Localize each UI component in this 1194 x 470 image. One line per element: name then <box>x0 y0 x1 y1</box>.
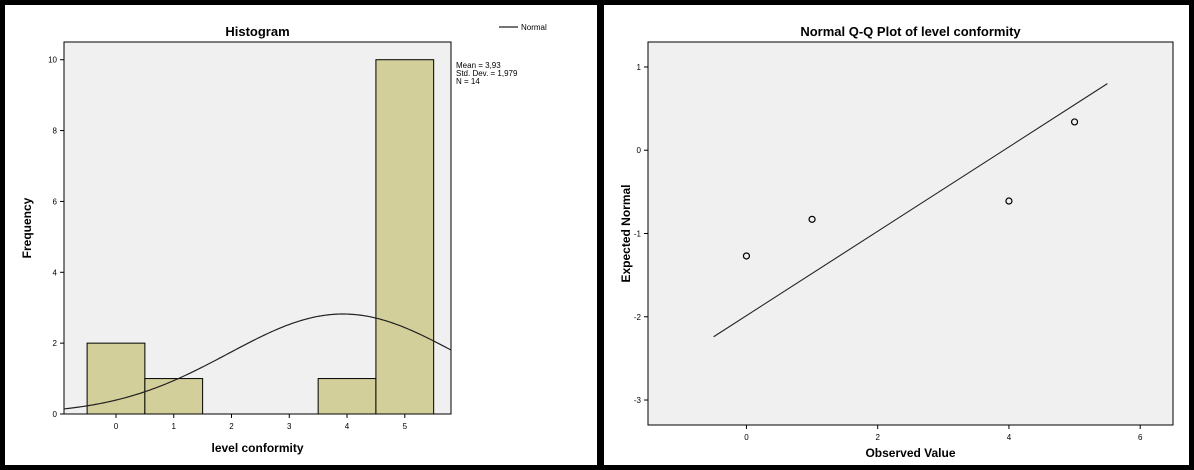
qq-point <box>1070 118 1079 126</box>
histogram-bar <box>375 59 435 415</box>
x-tick-label: 3 <box>287 422 292 431</box>
histogram-title: Histogram <box>225 24 289 39</box>
x-tick-label: 4 <box>1007 433 1012 442</box>
x-tick-label: 4 <box>345 422 350 431</box>
qq-plot-title: Normal Q-Q Plot of level conformity <box>800 24 1021 39</box>
histogram-bar <box>317 378 377 415</box>
histogram-bar <box>144 378 204 415</box>
histogram-stats: Mean = 3,93 Std. Dev. = 1,979 N = 14 <box>456 61 518 86</box>
y-tick-label: 0 <box>637 146 642 155</box>
y-tick-label: 4 <box>53 268 58 277</box>
qq-point <box>742 252 751 260</box>
qq-reference-line <box>713 83 1108 338</box>
x-tick-label: 1 <box>172 422 177 431</box>
qq-plot-panel: 0 2 4 6 -3 -2 -1 0 1 Normal Q-Q Plot of level co… <box>604 5 1189 465</box>
stat-std-dev: Std. Dev. = 1,979 <box>456 69 518 78</box>
stat-mean: Mean = 3,93 <box>456 61 501 70</box>
x-tick-label: 6 <box>1138 433 1143 442</box>
x-tick-label: 5 <box>403 422 408 431</box>
qq-plot-chart: 0 2 4 6 -3 -2 -1 0 1 Normal Q-Q Plot of level co… <box>619 24 1174 460</box>
x-tick-label: 0 <box>114 422 119 431</box>
histogram-panel: 0 1 2 3 4 5 0 2 4 6 8 10 Histogram level conformity… <box>5 5 597 465</box>
histogram-legend: Normal <box>499 23 547 32</box>
qq-plot-area <box>647 41 1174 426</box>
qq-point <box>1005 197 1013 205</box>
x-tick-label: 2 <box>229 422 234 431</box>
normal-curve <box>63 313 452 410</box>
y-tick-label: 2 <box>53 339 58 348</box>
y-tick-label: 0 <box>53 410 58 419</box>
stat-n: N = 14 <box>456 77 480 86</box>
histogram-x-axis-title: level conformity <box>211 441 303 455</box>
x-tick-label: 0 <box>744 433 749 442</box>
x-tick-label: 2 <box>875 433 880 442</box>
y-tick-label: 8 <box>53 127 58 136</box>
qq-point <box>808 215 816 223</box>
y-tick-label: -3 <box>634 396 642 405</box>
qq-x-axis-title: Observed Value <box>865 446 955 460</box>
legend-normal-label: Normal <box>521 23 547 32</box>
y-tick-label: -2 <box>634 313 642 322</box>
y-tick-label: 1 <box>637 63 642 72</box>
histogram-chart: 0 1 2 3 4 5 0 2 4 6 8 10 Histogram level conformity… <box>20 23 547 455</box>
qq-y-axis-title: Expected Normal <box>619 184 633 282</box>
y-tick-label: -1 <box>634 230 642 239</box>
histogram-y-axis-title: Frequency <box>20 197 34 258</box>
histogram-bar <box>86 342 146 415</box>
y-tick-label: 10 <box>48 56 57 65</box>
y-tick-label: 6 <box>53 197 58 206</box>
